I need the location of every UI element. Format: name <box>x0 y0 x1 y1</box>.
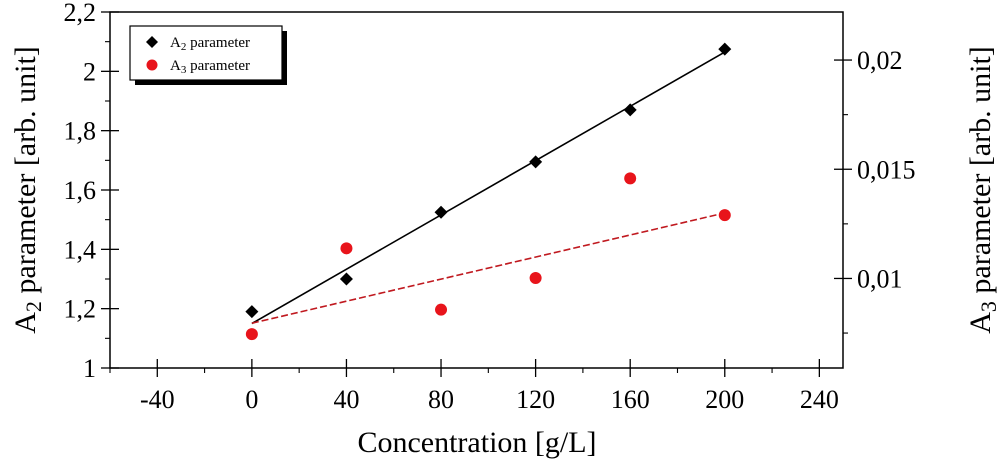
a2-data-point <box>623 103 637 117</box>
a3-data-point <box>245 328 258 341</box>
y-left-tick-label: 1,6 <box>64 176 97 205</box>
y-right-tick-label: 0,01 <box>857 264 903 293</box>
legend-a3-label: A3 parameter <box>170 58 250 76</box>
x-tick-label: -40 <box>140 385 175 414</box>
x-tick-label: 160 <box>611 385 650 414</box>
legend-box <box>129 25 283 81</box>
x-tick-label: 200 <box>705 385 744 414</box>
y-left-tick-label: 2,2 <box>64 0 97 27</box>
legend-a2-label: A2 parameter <box>170 35 250 53</box>
x-tick-label: 240 <box>800 385 839 414</box>
y-right-tick-label: 0,015 <box>857 155 916 184</box>
a3-data-point <box>529 272 542 285</box>
a3-data-point <box>435 303 448 316</box>
a3-fit-line <box>251 212 725 325</box>
y-left-tick-label: 2 <box>83 57 96 86</box>
a3-data-point <box>624 172 637 185</box>
a2-data-point <box>718 42 732 56</box>
y-left-axis-title: A2 parameter [arb. unit] <box>9 46 46 334</box>
legend: A2 parameter A3 parameter <box>129 25 287 85</box>
x-tick-label: 120 <box>516 385 555 414</box>
y-left-tick-label: 1 <box>83 354 96 383</box>
legend-diamond-marker <box>146 36 158 48</box>
a2-data-point <box>434 205 448 219</box>
a2-fit-line <box>251 51 726 325</box>
y-right-axis-title: A3 parameter [arb. unit] <box>964 46 1000 334</box>
y-left-tick-label: 1,2 <box>64 295 97 324</box>
y-left-tick-label: 1,4 <box>64 235 97 264</box>
a2-data-point <box>245 305 259 319</box>
a3-data-point <box>718 209 731 222</box>
x-axis-title: Concentration [g/L] <box>357 426 596 459</box>
axes: -40 0 40 80 120 160 200 240 1 1,2 1,4 1,6 1,8 2 2,2 0,0… <box>64 0 916 414</box>
x-tick-label: 0 <box>245 385 258 414</box>
a2-data-point <box>339 272 353 286</box>
y-left-tick-label: 1,8 <box>64 117 97 146</box>
x-tick-label: 40 <box>333 385 359 414</box>
x-tick-label: 80 <box>428 385 454 414</box>
a3-data-point <box>340 242 353 255</box>
legend-circle-marker <box>146 59 158 71</box>
data-marks <box>245 42 732 341</box>
a2-data-point <box>529 155 543 169</box>
y-right-tick-label: 0,02 <box>857 46 903 75</box>
